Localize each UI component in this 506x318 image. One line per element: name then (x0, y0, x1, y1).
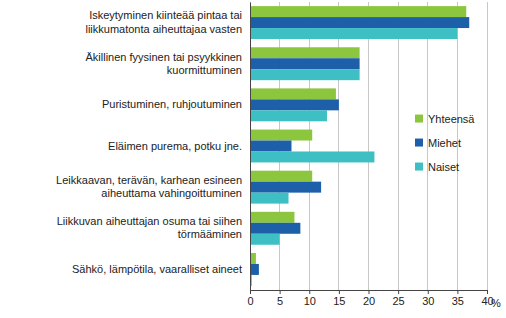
y-tick-label-line: Liikkuvan aiheuttajan osuma tai siihen (57, 215, 242, 227)
x-tick-mark (309, 290, 310, 294)
x-tick-label: 35 (452, 295, 464, 307)
x-tick-mark (428, 290, 429, 294)
legend-swatch (415, 139, 423, 147)
y-tick-label-line: Iskeytyminen kiinteää pintaa tai (89, 9, 242, 21)
y-tick-label: Liikkuvan aiheuttajan osuma tai siihentö… (57, 215, 242, 240)
bar (250, 47, 360, 58)
y-tick-label-line: kuormittuminen (167, 64, 242, 76)
bar (250, 69, 360, 80)
plot: 0510152025303540%Iskeytyminen kiinteää p… (56, 2, 501, 309)
bar (250, 141, 291, 152)
grid-line (338, 2, 339, 290)
grid-line (250, 2, 251, 290)
y-axis-line (250, 3, 251, 291)
y-tick-label: Äkillinen fyysinen tai psyykkinenkuormit… (85, 51, 242, 76)
x-tick-label: 0 (247, 295, 253, 307)
y-tick-label-line: Puristuminen, ruhjoutuminen (102, 98, 242, 110)
y-tick: Liikkuvan aiheuttajan osuma tai siihentö… (57, 215, 250, 240)
x-tick: 5 (277, 290, 283, 307)
x-tick: 0 (247, 290, 253, 307)
x-tick: 35 (452, 290, 464, 307)
x-tick: 25 (393, 290, 405, 307)
legend-item: Miehet (415, 137, 461, 149)
bar (250, 182, 321, 193)
bar (250, 193, 289, 204)
legend: Yhteensä Miehet Naiset (415, 113, 475, 173)
x-tick: 10 (304, 290, 316, 307)
x-axis-title: % (491, 297, 501, 309)
bar (250, 6, 466, 17)
x-tick-label: 5 (277, 295, 283, 307)
y-tick-label: Sähkö, lämpötila, vaaralliset aineet (72, 263, 242, 275)
y-tick: Sähkö, lämpötila, vaaralliset aineet (72, 263, 250, 275)
bar (250, 17, 469, 28)
legend-item: Yhteensä (415, 113, 475, 125)
bar (250, 151, 374, 162)
y-tick-label: Puristuminen, ruhjoutuminen (102, 98, 242, 110)
x-tick-mark (487, 290, 488, 294)
y-tick-label-line: Eläimen purema, potku jne. (108, 140, 242, 152)
x-tick: 20 (363, 290, 375, 307)
y-tick: Leikkaavan, terävän, karhean esineenaihe… (56, 174, 250, 199)
bar (250, 264, 259, 275)
bar (250, 110, 327, 121)
y-tick: Puristuminen, ruhjoutuminen (102, 98, 250, 110)
chart: 0510152025303540%Iskeytyminen kiinteää p… (0, 0, 506, 318)
y-tick-label-line: Äkillinen fyysinen tai psyykkinen (85, 51, 242, 63)
x-axis: 0510152025303540 (247, 290, 493, 307)
bar (250, 130, 312, 141)
x-tick-label: 25 (393, 295, 405, 307)
grid-line (309, 2, 310, 290)
legend-label: Naiset (428, 161, 459, 173)
legend-item: Naiset (415, 161, 459, 173)
bar (250, 99, 339, 110)
bar (250, 212, 294, 223)
x-tick-mark (250, 290, 251, 294)
y-tick-label-line: törmääminen (178, 228, 242, 240)
legend-label: Yhteensä (428, 113, 475, 125)
grid-line (368, 2, 369, 290)
bar (250, 28, 457, 39)
grid (250, 2, 487, 290)
grid-line (487, 2, 488, 290)
x-tick: 30 (422, 290, 434, 307)
bar (250, 234, 280, 245)
x-tick-mark (398, 290, 399, 294)
x-tick-label: 30 (422, 295, 434, 307)
x-tick: 15 (333, 290, 345, 307)
y-tick-label-line: Leikkaavan, terävän, karhean esineen (56, 174, 242, 186)
y-tick-label: Leikkaavan, terävän, karhean esineenaihe… (56, 174, 242, 199)
legend-swatch (415, 115, 423, 123)
bar (250, 88, 336, 99)
x-tick-mark (369, 290, 370, 294)
y-tick-label-line: liikkumatonta aiheuttajaa vasten (85, 23, 242, 35)
legend-label: Miehet (428, 137, 461, 149)
y-tick-label: Eläimen purema, potku jne. (108, 140, 242, 152)
y-tick-label-line: Sähkö, lämpötila, vaaralliset aineet (72, 263, 242, 275)
y-axis: Iskeytyminen kiinteää pintaa tai liikkuma… (56, 3, 250, 291)
y-tick: Eläimen purema, potku jne. (108, 140, 250, 152)
bar (250, 171, 312, 182)
x-tick-mark (280, 290, 281, 294)
y-tick: Iskeytyminen kiinteää pintaa tai liikkuma… (85, 9, 250, 34)
y-tick-label: Iskeytyminen kiinteää pintaa tai liikkuma… (85, 9, 242, 34)
x-tick-label: 15 (333, 295, 345, 307)
x-tick-label: 20 (363, 295, 375, 307)
bar (250, 223, 300, 234)
y-tick-label-line: aiheuttama vahingoittuminen (101, 187, 242, 199)
x-tick-mark (457, 290, 458, 294)
bars (250, 6, 469, 286)
bar (250, 58, 360, 69)
x-tick-mark (339, 290, 340, 294)
y-tick: Äkillinen fyysinen tai psyykkinenkuormit… (85, 51, 250, 76)
grid-line (398, 2, 399, 290)
x-tick-label: 10 (304, 295, 316, 307)
legend-swatch (415, 163, 423, 171)
